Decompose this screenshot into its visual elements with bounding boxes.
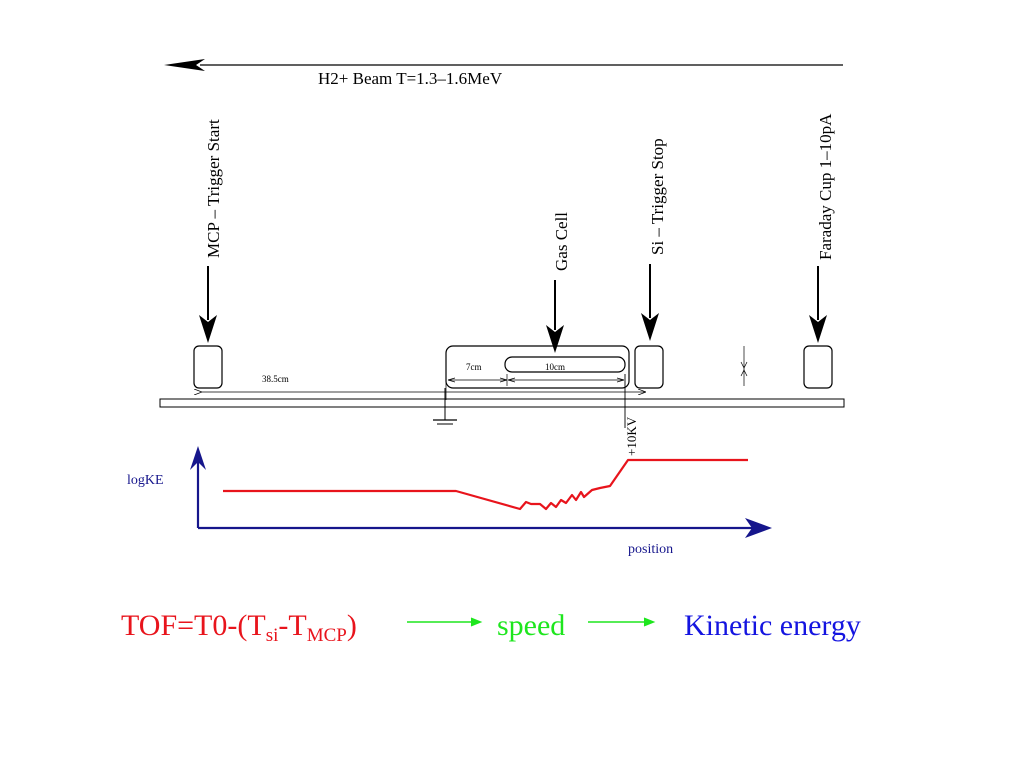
- kinetic-energy-label: Kinetic energy: [684, 609, 861, 642]
- tof-formula: TOF=T0-(Tsi-TMCP): [121, 604, 357, 648]
- mcp-detector-box: [193, 345, 223, 389]
- faraday-down-arrow: [809, 266, 827, 343]
- energy-curve: [223, 458, 748, 511]
- gas-cell-down-arrow: [546, 280, 564, 353]
- tof-sub-si: si: [265, 625, 279, 646]
- gas-cell-label: Gas Cell: [552, 212, 571, 271]
- gas-cell-housing: [445, 345, 630, 389]
- ground-icon: [433, 388, 457, 425]
- beam-arrow: [164, 59, 843, 71]
- speed-label: speed: [497, 609, 566, 642]
- plot-x-axis: [198, 518, 772, 538]
- si-label: Si – Trigger Stop: [648, 138, 667, 255]
- dim-arrowheads-10cm: [507, 377, 625, 383]
- plot-y-axis: [190, 446, 206, 528]
- arrow-to-speed: [407, 617, 483, 627]
- plot-xlabel: position: [628, 542, 673, 557]
- beam-label: H2+ Beam T=1.3–1.6MeV: [318, 69, 503, 88]
- si-detector-box: [634, 345, 664, 389]
- tof-sub-mcp: MCP: [306, 625, 347, 646]
- dim-arrowheads-7cm: [447, 377, 508, 383]
- tof-prefix: TOF=T0-(T: [121, 609, 266, 642]
- dim-label-7cm: 7cm: [466, 362, 482, 372]
- voltage-label: +10KV: [624, 416, 639, 456]
- faraday-cup-box: [803, 345, 833, 389]
- gap-marker: [740, 346, 748, 386]
- dim-label-38-5cm: 38.5cm: [262, 374, 289, 384]
- mcp-label: MCP – Trigger Start: [204, 119, 223, 258]
- plot-ylabel: logKE: [127, 473, 164, 488]
- beamline-pipe: [159, 398, 845, 408]
- arrow-to-kinetic: [588, 617, 656, 627]
- tof-close: ): [346, 609, 357, 642]
- gas-cell-inner-tube: [504, 356, 626, 373]
- tof-dash: -T: [278, 609, 307, 642]
- mcp-down-arrow: [199, 266, 217, 343]
- dim-label-10cm: 10cm: [545, 362, 565, 372]
- faraday-label: Faraday Cup 1–10pA: [816, 113, 835, 260]
- si-down-arrow: [641, 264, 659, 341]
